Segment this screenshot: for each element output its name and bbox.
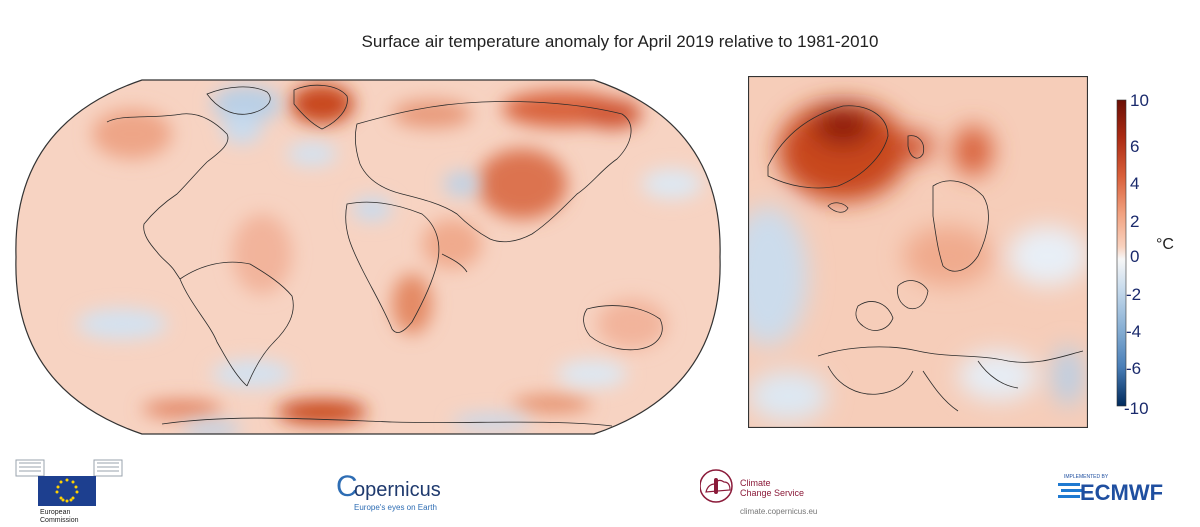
colorbar-tick-label: 0: [1130, 247, 1139, 266]
thermometer-icon: [714, 478, 718, 494]
world-coastlines: [106, 84, 663, 427]
temperature-colorbar: 10 6 4 2 0 -2 -4 -6 -10 °C: [1116, 92, 1174, 418]
colorbar-tick-label: 10: [1130, 92, 1149, 110]
europe-coastlines: [767, 105, 1084, 412]
colorbar-unit: °C: [1156, 236, 1174, 253]
ecmwf-name: ECMWF: [1080, 480, 1163, 505]
european-commission-logo: European Commission: [15, 459, 123, 524]
europe-anomaly-patches: [748, 101, 1088, 421]
map-title: Surface air temperature anomaly for Apri…: [361, 32, 879, 51]
world-anomaly-map: [15, 79, 721, 435]
world-map-frame: [15, 79, 721, 435]
ecmwf-logo: IMPLEMENTED BY ECMWF: [1058, 474, 1163, 505]
colorbar-tick-label: 4: [1130, 174, 1139, 193]
ecmwf-implemented-by: IMPLEMENTED BY: [1064, 474, 1109, 480]
colorbar-tick-label: -6: [1126, 359, 1141, 378]
colorbar-tick-label: 2: [1130, 212, 1139, 231]
europe-map-frame: [748, 76, 1088, 428]
colorbar-tick-label: 6: [1130, 137, 1139, 156]
copernicus-tagline: Europe's eyes on Earth: [354, 503, 437, 512]
colorbar-tick-label: -4: [1126, 322, 1141, 341]
world-warm-patches: [92, 84, 667, 424]
ecmwf-mark-icon: [1058, 483, 1083, 498]
colorbar-gradient: [1116, 99, 1127, 407]
colorbar-tick-label: -2: [1126, 285, 1141, 304]
c3s-label-line1: Climate: [740, 478, 771, 488]
copernicus-logo: C opernicus Europe's eyes on Earth: [336, 470, 441, 512]
copernicus-name: opernicus: [354, 479, 441, 501]
ec-label-line2: Commission: [40, 517, 79, 524]
eu-stars: [55, 478, 79, 503]
ec-label-line1: European: [40, 509, 70, 516]
copernicus-initial: C: [336, 470, 358, 503]
c3s-label-line2: Change Service: [740, 488, 804, 498]
c3s-url: climate.copernicus.eu: [740, 507, 817, 516]
europe-anomaly-map: [748, 76, 1088, 428]
colorbar-tick-label: -10: [1124, 399, 1149, 418]
climate-change-service-logo: Climate Change Service climate.copernicu…: [700, 469, 817, 516]
